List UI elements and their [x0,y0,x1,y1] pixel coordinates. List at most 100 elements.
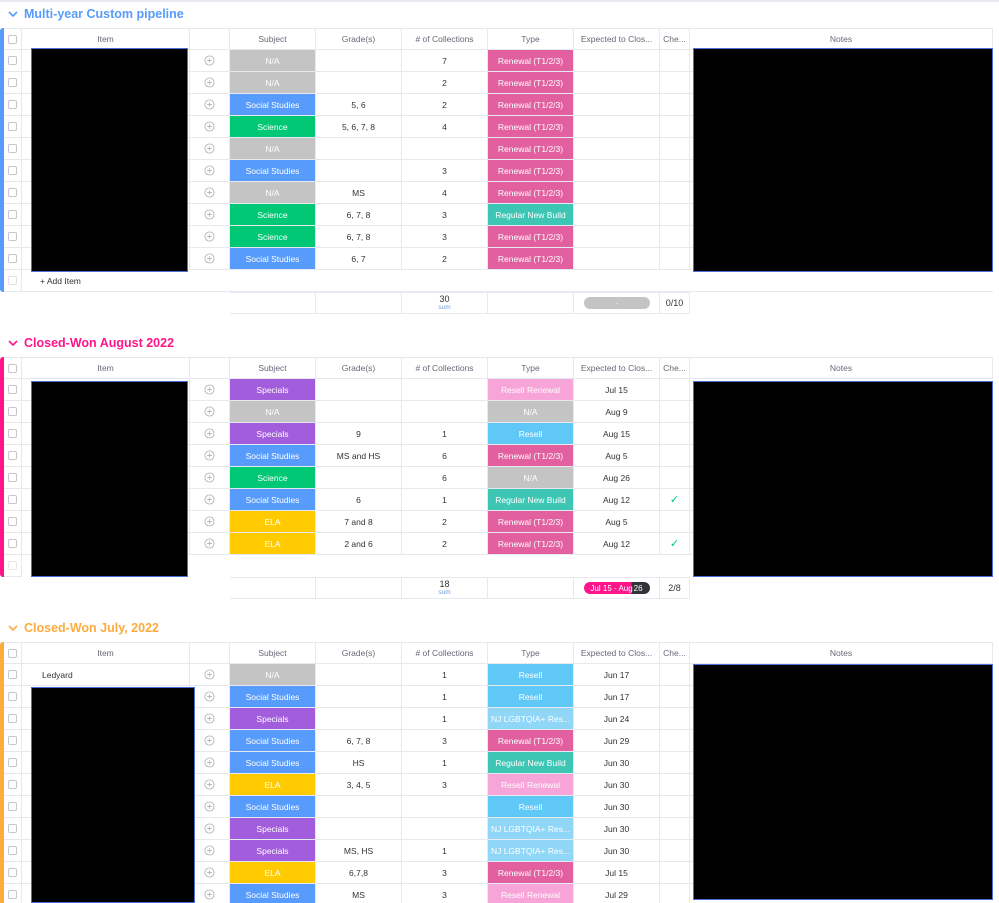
row-checkbox[interactable] [8,232,17,241]
subject-status-label[interactable]: N/A [230,138,315,159]
cell-type[interactable]: Renewal (T1/2/3) [488,182,574,204]
cell-collections[interactable] [402,379,488,401]
cell-collections[interactable]: 7 [402,50,488,72]
cell-cb[interactable] [4,752,22,774]
row-checkbox[interactable] [8,846,17,855]
cell-subject[interactable]: Specials [230,379,316,401]
cell-type[interactable]: Regular New Build [488,204,574,226]
column-header-type[interactable]: Type [488,28,574,50]
cell-collections[interactable]: 2 [402,533,488,555]
type-status-label[interactable]: NJ LGBTQIA+ Res... [488,708,573,729]
cell-grades[interactable] [316,138,402,160]
cell-check[interactable] [660,840,690,862]
row-checkbox[interactable] [8,144,17,153]
cell-check[interactable] [660,818,690,840]
cell-grades[interactable]: 5, 6, 7, 8 [316,116,402,138]
cell-collections[interactable] [402,138,488,160]
group-header[interactable]: Closed-Won July, 2022 [6,618,159,638]
cell-collections[interactable]: 3 [402,884,488,903]
add-update-icon[interactable] [204,55,215,66]
cell-check[interactable] [660,401,690,423]
type-status-label[interactable]: Renewal (T1/2/3) [488,138,573,159]
cell-subject[interactable]: Science [230,467,316,489]
column-header-expected[interactable]: Expected to Clos... [574,357,660,379]
group-title[interactable]: Closed-Won July, 2022 [24,621,159,635]
cell-subject[interactable]: Specials [230,423,316,445]
cell-collections[interactable] [402,401,488,423]
cell-upd[interactable] [190,248,230,270]
cell-grades[interactable] [316,708,402,730]
subject-status-label[interactable]: Social Studies [230,489,315,510]
cell-collections[interactable]: 1 [402,708,488,730]
subject-status-label[interactable]: Social Studies [230,94,315,115]
cell-expected[interactable]: Jun 17 [574,664,660,686]
type-status-label[interactable]: Resell [488,423,573,444]
add-update-icon[interactable] [204,77,215,88]
subject-status-label[interactable]: ELA [230,533,315,554]
cell-grades[interactable] [316,379,402,401]
row-checkbox[interactable] [8,868,17,877]
cell-subject[interactable]: Social Studies [230,752,316,774]
cell-expected[interactable] [574,248,660,270]
cell-upd[interactable] [190,182,230,204]
cell-type[interactable]: NJ LGBTQIA+ Res... [488,708,574,730]
cell-expected[interactable] [574,204,660,226]
cell-grades[interactable]: MS [316,182,402,204]
column-header-grades[interactable]: Grade(s) [316,357,402,379]
cell-collections[interactable]: 3 [402,730,488,752]
cell-upd[interactable] [190,204,230,226]
cell-cb[interactable] [4,248,22,270]
cell-expected[interactable]: Jun 30 [574,840,660,862]
cell-subject[interactable]: N/A [230,50,316,72]
subject-status-label[interactable]: Science [230,467,315,488]
cell-cb[interactable] [4,116,22,138]
cell-check[interactable] [660,72,690,94]
cell-subject[interactable]: ELA [230,511,316,533]
cell-type[interactable]: Resell Renewal [488,884,574,903]
cell-grades[interactable] [316,50,402,72]
cell-type[interactable]: Resell [488,664,574,686]
cell-subject[interactable]: ELA [230,862,316,884]
column-header-subject[interactable]: Subject [230,642,316,664]
add-update-icon[interactable] [204,494,215,505]
row-checkbox[interactable] [8,802,17,811]
type-status-label[interactable]: Regular New Build [488,752,573,773]
add-update-icon[interactable] [204,801,215,812]
cell-subject[interactable]: N/A [230,72,316,94]
column-header-subject[interactable]: Subject [230,28,316,50]
type-status-label[interactable]: NJ LGBTQIA+ Res... [488,818,573,839]
column-header-upd[interactable] [190,28,230,50]
cell-check[interactable] [660,116,690,138]
cell-type[interactable]: Resell [488,423,574,445]
row-checkbox[interactable] [8,517,17,526]
cell-cb[interactable] [4,511,22,533]
cell-cb[interactable] [4,379,22,401]
row-checkbox[interactable] [8,78,17,87]
row-checkbox[interactable] [8,385,17,394]
cell-subject[interactable]: Social Studies [230,884,316,903]
column-header-check[interactable]: Che... [660,28,690,50]
cell-subject[interactable]: Science [230,204,316,226]
cell-cb[interactable] [4,160,22,182]
cell-collections[interactable]: 6 [402,467,488,489]
row-checkbox[interactable] [8,451,17,460]
add-update-icon[interactable] [204,691,215,702]
row-checkbox[interactable] [8,429,17,438]
row-checkbox[interactable] [8,210,17,219]
subject-status-label[interactable]: N/A [230,664,315,685]
cell-expected[interactable]: Aug 15 [574,423,660,445]
cell-expected[interactable] [574,116,660,138]
cell-type[interactable]: Resell Renewal [488,774,574,796]
row-checkbox[interactable] [8,670,17,679]
cell-grades[interactable]: MS [316,884,402,903]
add-update-icon[interactable] [204,472,215,483]
subject-status-label[interactable]: Social Studies [230,686,315,707]
cell-upd[interactable] [190,840,230,862]
cell-upd[interactable] [190,730,230,752]
cell-cb[interactable] [4,204,22,226]
column-header-type[interactable]: Type [488,642,574,664]
cell-subject[interactable]: Social Studies [230,94,316,116]
add-update-icon[interactable] [204,428,215,439]
cell-check[interactable] [660,730,690,752]
subject-status-label[interactable]: Science [230,116,315,137]
